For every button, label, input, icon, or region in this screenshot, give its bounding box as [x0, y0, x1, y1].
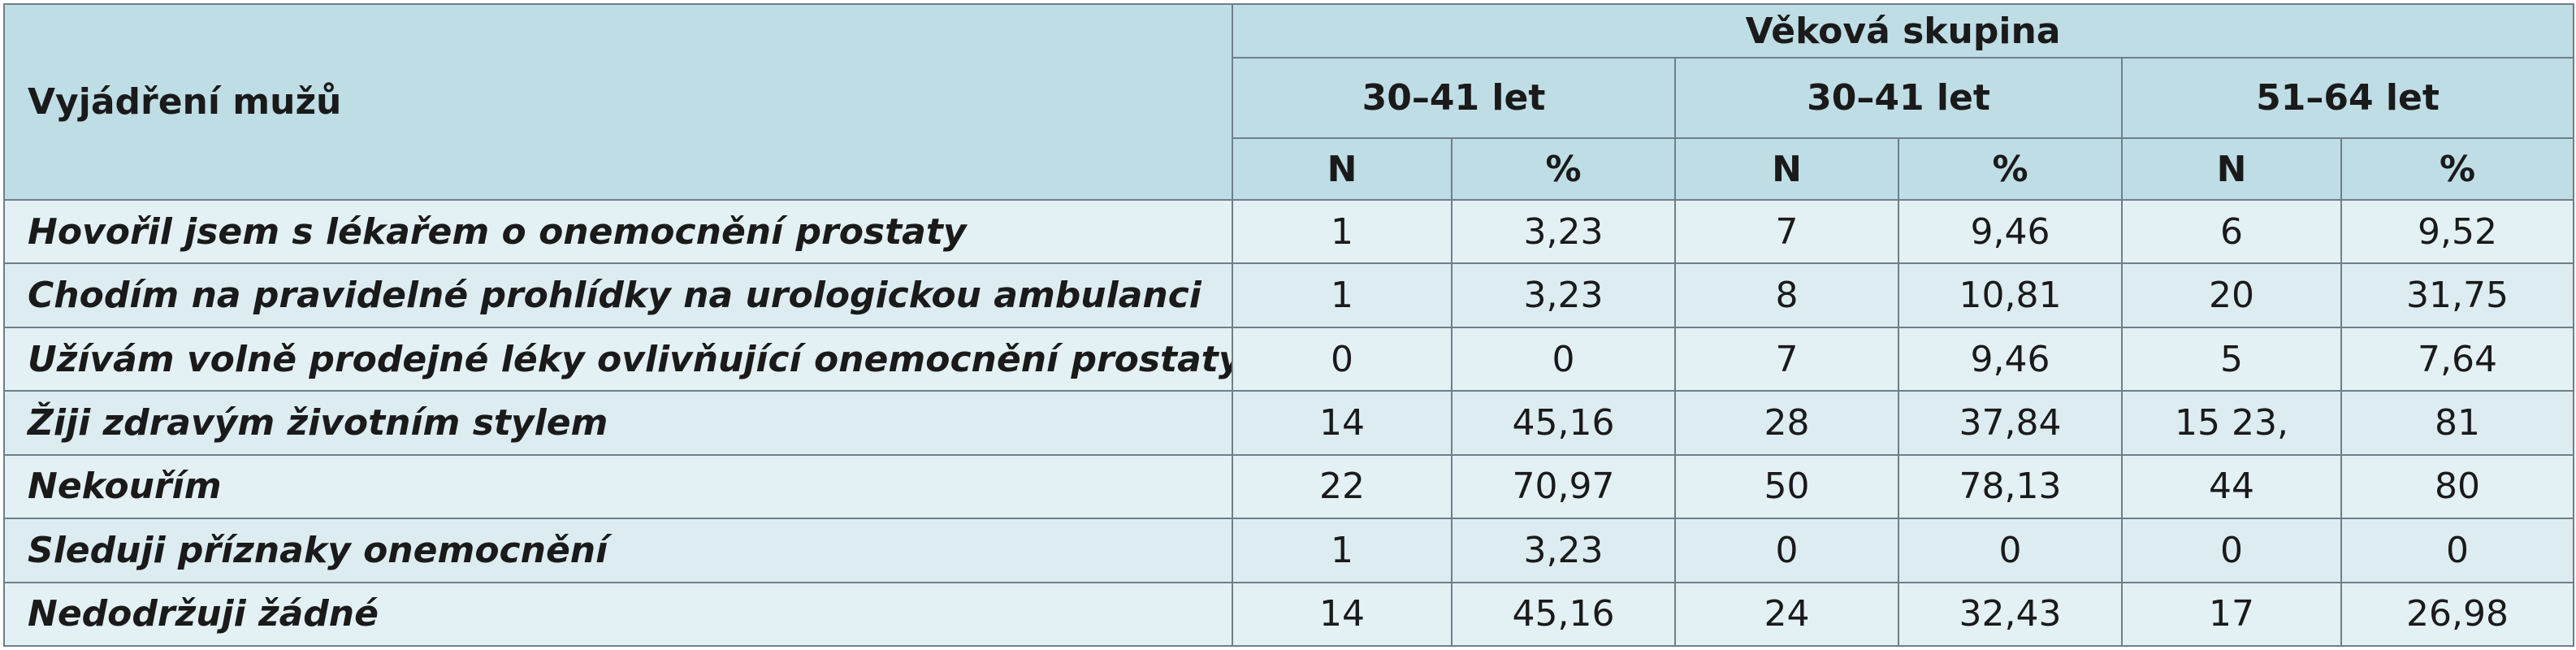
table-cell: 1 [1232, 198, 1453, 265]
row-label: Chodím na pravidelné prohlídky na urolog… [3, 262, 1233, 328]
table-cell: 37,84 [1898, 390, 2123, 456]
table-cell: 7 [1674, 198, 1899, 265]
table-cell: 3,23 [1451, 262, 1676, 328]
table-cell: 0 [1232, 326, 1453, 392]
sub-header: % [1898, 137, 2123, 201]
table-cell: 7,64 [2340, 326, 2575, 392]
table-cell: 3,23 [1451, 198, 1676, 265]
header-row-subheaders: N % N % N % [4, 137, 2575, 201]
table-cell: 0 [1674, 518, 1899, 583]
sub-header: N [1674, 137, 1899, 201]
table-cell: 7 [1674, 326, 1899, 392]
table-cell: 9,52 [2340, 198, 2575, 265]
table-cell: 31,75 [2340, 262, 2575, 328]
table-cell: 14 [1232, 390, 1453, 456]
row-label: Hovořil jsem s lékařem o onemocnění pros… [3, 198, 1233, 265]
table-cell: 1 [1232, 262, 1453, 328]
data-table: Vyjádření mužů Věková skupina 30–41 let … [3, 3, 2575, 648]
table-cell: 26,98 [2340, 581, 2575, 648]
table-cell: 81 [2340, 390, 2575, 456]
age-group-header: 30–41 let [1674, 57, 2123, 139]
sub-header: N [2121, 137, 2342, 201]
table-cell: 44 [2121, 453, 2342, 520]
table-row: Chodím na pravidelné prohlídky na urolog… [3, 262, 2575, 328]
table-cell: 15 23, [2121, 390, 2342, 456]
group-header: Věková skupina [1231, 3, 2575, 58]
table-cell: 20 [2121, 262, 2342, 328]
table-cell: 28 [1674, 390, 1899, 456]
age-group-header: 30–41 let [1232, 57, 1676, 139]
table-cell: 17 [2121, 581, 2342, 648]
table-cell: 0 [1451, 326, 1676, 392]
row-label: Sleduji příznaky onemocnění [3, 518, 1233, 583]
table-row: Hovořil jsem s lékařem o onemocnění pros… [3, 198, 2575, 265]
table-cell: 5 [2121, 326, 2342, 392]
table-container: Vyjádření mužů Věková skupina 30–41 let … [3, 3, 2575, 648]
table-row: Nekouřím 22 70,97 50 78,13 44 80 [3, 453, 2575, 520]
table-row: Nedodržuji žádné 14 45,16 24 32,43 17 26… [3, 581, 2575, 648]
table-row: Žiji zdravým životním stylem 14 45,16 28… [3, 390, 2575, 456]
table-cell: 1 [1232, 518, 1453, 583]
table-cell: 32,43 [1898, 581, 2123, 648]
row-label: Nekouřím [3, 453, 1233, 520]
table-cell: 3,23 [1451, 518, 1676, 583]
table-cell: 50 [1674, 453, 1899, 520]
table-row: Užívám volně prodejné léky ovlivňující o… [3, 326, 2575, 392]
header-row-age-groups: 30–41 let 30–41 let 51–64 let [4, 57, 2575, 139]
age-group-header: 51–64 let [2120, 57, 2575, 139]
table-cell: 14 [1232, 581, 1453, 648]
table-cell: 45,16 [1451, 581, 1676, 648]
table-cell: 22 [1232, 453, 1453, 520]
row-label: Užívám volně prodejné léky ovlivňující o… [3, 326, 1233, 392]
table-cell: 0 [2121, 518, 2342, 583]
table-cell: 9,46 [1898, 326, 2123, 392]
table-cell: 0 [1898, 518, 2123, 583]
sub-header: N [1232, 137, 1453, 201]
sub-header: % [2340, 137, 2575, 201]
table-cell: 78,13 [1898, 453, 2123, 520]
table-cell: 10,81 [1898, 262, 2123, 328]
row-label: Nedodržuji žádné [3, 581, 1233, 648]
table-cell: 70,97 [1451, 453, 1676, 520]
sub-header: % [1451, 137, 1676, 201]
row-label: Žiji zdravým životním stylem [3, 390, 1233, 456]
table-cell: 6 [2121, 198, 2342, 265]
table-cell: 8 [1674, 262, 1899, 328]
table-row: Sleduji příznaky onemocnění 1 3,23 0 0 0… [3, 518, 2575, 583]
header-row-group: Vyjádření mužů Věková skupina [3, 3, 2575, 201]
table-cell: 24 [1674, 581, 1899, 648]
corner-header: Vyjádření mužů [3, 3, 1233, 201]
table-cell: 45,16 [1451, 390, 1676, 456]
table-cell: 80 [2340, 453, 2575, 520]
table-cell: 0 [2340, 518, 2575, 583]
table-cell: 9,46 [1898, 198, 2123, 265]
